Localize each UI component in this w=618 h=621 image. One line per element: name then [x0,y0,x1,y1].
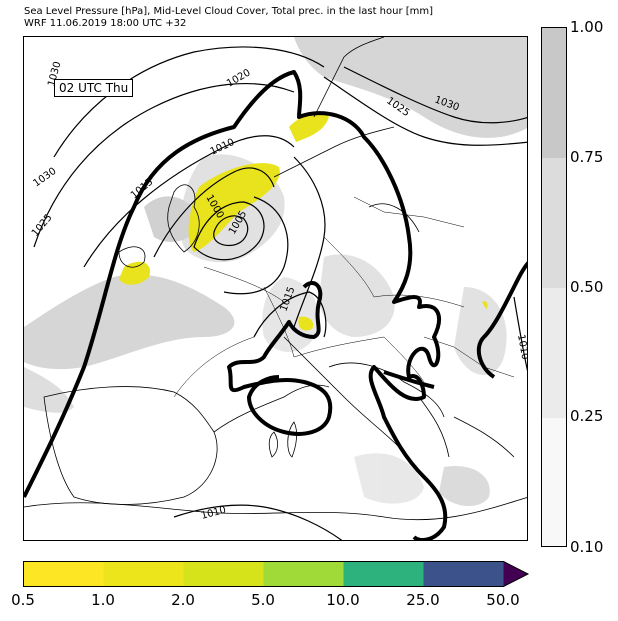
precip-segment-3 [263,561,344,587]
chart-title-line-1: Sea Level Pressure [hPa], Mid-Level Clou… [24,6,434,17]
thick-isobar [24,70,527,540]
forecast-map: 1030 1030 1025 1020 1015 1010 1005 1000 … [23,36,528,541]
precipitation-colorbar [23,561,530,587]
cloud-tick: 0.50 [570,278,604,296]
cloud-segment-3 [542,418,566,546]
precip-tick: 2.0 [171,591,195,609]
isobar-label: 1025 [30,212,55,239]
precip-extend-arrow [503,561,528,587]
cloud-segment-1 [542,158,566,288]
precip-tick: 50.0 [486,591,520,609]
cloud-cover-layer [24,37,527,507]
cloud-tick: 0.10 [570,538,604,556]
cloud-tick: 0.25 [570,407,604,425]
cloud-tick: 0.75 [570,148,604,166]
cloud-tick: 1.00 [570,18,604,36]
isobar-label: 1020 [225,67,253,89]
isobars [33,46,527,540]
valid-time-label: 02 UTC Thu [54,79,134,97]
isobar-label: 1010 [200,505,227,522]
precip-tick: 10.0 [326,591,360,609]
precip-tick: 5.0 [251,591,275,609]
precip-tick: 25.0 [406,591,440,609]
cloud-segment-0 [542,28,566,158]
cloud-segment-2 [542,288,566,418]
precip-segment-4 [343,561,424,587]
precip-colorbar-outline [23,561,530,587]
precip-segment-1 [103,561,184,587]
precip-segment-2 [183,561,264,587]
precipitation-layer [119,111,488,331]
precip-tick: 0.5 [11,591,35,609]
cloud-cover-colorbar [541,27,567,547]
isobar-label: 1030 [31,166,58,190]
precip-tick: 1.0 [91,591,115,609]
precip-segment-0 [23,561,104,587]
map-canvas: 1030 1030 1025 1020 1015 1010 1005 1000 … [24,37,528,540]
chart-title-line-2: WRF 11.06.2019 18:00 UTC +32 [24,18,187,29]
precip-segment-5 [423,561,504,587]
isobar-label: 1015 [129,177,156,202]
isobar-label: 1010 [515,334,528,361]
